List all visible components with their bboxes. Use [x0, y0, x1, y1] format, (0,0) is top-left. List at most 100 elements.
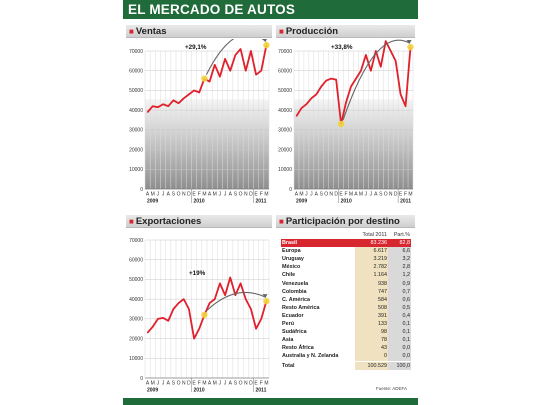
cell-part: 1,2 — [388, 271, 411, 280]
cell-part: 0,4 — [388, 311, 411, 321]
y-tick-label: 40000 — [129, 108, 143, 114]
x-tick-label: D — [187, 192, 191, 198]
x-tick-label: A — [229, 192, 233, 198]
x-tick-label: N — [244, 192, 248, 198]
participacion-title-bar: ■ Participación por destino — [276, 215, 415, 228]
x-tick-label: N — [329, 192, 333, 198]
produccion-title-bar: ■ Producción — [276, 25, 415, 38]
arrow-head-icon — [406, 40, 412, 45]
y-tick-label: 50000 — [278, 88, 292, 94]
data-point — [400, 93, 402, 95]
x-tick-label: F — [198, 192, 201, 198]
data-point — [152, 105, 154, 107]
cell-country: Resto América — [282, 304, 320, 311]
y-tick-label: 10000 — [278, 167, 292, 173]
y-tick-label: 70000 — [278, 49, 292, 55]
data-point — [390, 50, 392, 52]
cell-part: 100,0 — [388, 360, 411, 370]
cell-country: Sudáfrica — [282, 329, 307, 336]
data-point — [385, 40, 387, 42]
y-tick-label: 50000 — [129, 277, 143, 283]
x-tick-label: S — [172, 381, 176, 387]
growth-annotation: +29,1% — [185, 44, 207, 51]
col-part: Part.% — [393, 232, 410, 238]
x-year-label: 2011 — [256, 388, 267, 394]
data-point — [300, 107, 303, 109]
x-tick-label: M — [359, 192, 363, 198]
cell-part: 0,5 — [388, 303, 411, 312]
series-line — [146, 276, 268, 340]
data-point — [234, 54, 237, 56]
x-tick-label: A — [374, 192, 378, 198]
destination-table: Total 2011 Part.% Brasil 83.236 82,8 Europa… — [281, 231, 411, 370]
data-point — [157, 106, 159, 108]
table-row: Uruguay 3.219 3,2 — [281, 255, 411, 264]
y-tick-label: 60000 — [129, 69, 143, 75]
cell-total: 1.164 — [354, 271, 389, 280]
data-point — [214, 64, 216, 66]
y-tick-label: 70000 — [129, 238, 143, 244]
x-tick-label: A — [354, 192, 358, 198]
x-year-label: 2011 — [256, 199, 267, 205]
y-tick-label: 0 — [140, 187, 143, 193]
data-point — [239, 282, 242, 284]
infographic-frame: EL MERCADO DE AUTOS ■ Ventas ■ Producción … — [123, 0, 418, 405]
data-point — [350, 85, 352, 88]
cell-total: 938 — [354, 279, 389, 288]
table-row: Chile 1.164 1,2 — [281, 271, 411, 280]
x-tick-label: S — [379, 192, 383, 198]
cell-country: Resto África — [282, 345, 314, 352]
bullet-icon: ■ — [129, 27, 134, 36]
y-tick-label: 10000 — [129, 167, 143, 173]
x-tick-label: M — [264, 381, 268, 387]
x-tick-label: F — [404, 192, 407, 198]
cell-part: 0,0 — [388, 344, 411, 353]
data-point — [315, 93, 317, 95]
x-year-label: 2011 — [400, 199, 411, 205]
x-tick-label: A — [295, 192, 299, 198]
cell-country: Venezuela — [282, 280, 309, 287]
x-tick-label: J — [157, 381, 160, 387]
x-tick-label: M — [408, 192, 412, 198]
data-point — [172, 99, 175, 101]
series-line — [295, 40, 412, 125]
data-point — [250, 50, 252, 52]
data-point — [172, 308, 175, 310]
x-tick-label: D — [334, 192, 338, 198]
x-tick-label: N — [389, 192, 393, 198]
cell-part: 0,0 — [388, 352, 411, 361]
ventas-title-bar: ■ Ventas — [126, 25, 272, 38]
x-tick-label: S — [172, 192, 176, 198]
footer-bar — [123, 398, 418, 405]
cell-total: 43 — [354, 344, 389, 353]
x-tick-label: F — [198, 381, 201, 387]
x-tick-label: O — [239, 381, 243, 387]
x-tick-label: M — [213, 381, 217, 387]
x-tick-label: N — [182, 192, 186, 198]
y-tick-label: 40000 — [278, 108, 292, 114]
table-row: México 2.782 2,8 — [281, 263, 411, 272]
data-point — [250, 308, 252, 310]
x-tick-label: J — [224, 381, 227, 387]
table-row: Australia y N. Zelanda 0 0,0 — [281, 352, 411, 361]
data-point — [193, 337, 195, 340]
x-tick-label: J — [224, 192, 227, 198]
data-point — [360, 70, 362, 72]
exportaciones-title: Exportaciones — [135, 216, 202, 227]
y-tick-label: 20000 — [129, 336, 143, 342]
cell-total: 100.529 — [354, 360, 389, 370]
cell-total: 133 — [354, 320, 389, 329]
cell-total: 78 — [354, 336, 389, 345]
x-tick-label: E — [192, 381, 196, 387]
x-tick-label: O — [177, 192, 181, 198]
cell-total: 747 — [354, 287, 389, 296]
cell-country: México — [282, 264, 301, 271]
x-tick-label: S — [234, 192, 238, 198]
table-row: Perú 133 0,1 — [281, 320, 411, 329]
x-tick-label: E — [254, 192, 258, 198]
x-tick-label: E — [339, 192, 343, 198]
table-row: Resto África 43 0,0 — [281, 344, 411, 353]
x-tick-label: D — [249, 192, 253, 198]
cell-country: Europa — [282, 248, 301, 255]
data-point — [167, 320, 169, 322]
